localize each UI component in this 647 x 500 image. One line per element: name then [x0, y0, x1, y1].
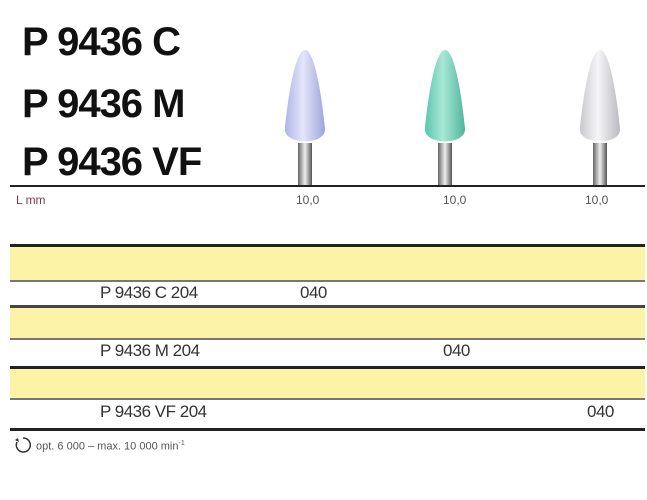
yellow-band — [10, 308, 645, 338]
divider — [10, 185, 645, 187]
divider — [10, 338, 645, 340]
yellow-band — [10, 247, 645, 280]
length-m: 10,0 — [443, 193, 467, 207]
divider — [10, 305, 645, 308]
row-code-vf: P 9436 VF 204 — [100, 402, 207, 421]
bur-vf-image — [579, 50, 621, 185]
title-c: P 9436 C — [22, 20, 181, 64]
title-m: P 9436 M — [22, 82, 185, 126]
row-size-c: 040 — [300, 283, 327, 302]
rotation-icon — [15, 437, 32, 453]
divider — [10, 280, 645, 282]
row-code-m: P 9436 M 204 — [100, 341, 200, 360]
length-vf: 10,0 — [585, 193, 609, 207]
speed-note: opt. 6 000 – max. 10 000 min-1 — [36, 440, 185, 453]
divider — [10, 428, 645, 431]
divider — [10, 244, 645, 247]
yellow-band — [10, 369, 645, 398]
bur-m-image — [424, 50, 466, 185]
row-size-vf: 040 — [587, 402, 614, 421]
title-vf: P 9436 VF — [22, 140, 202, 184]
length-c: 10,0 — [296, 193, 320, 207]
divider — [10, 366, 645, 369]
row-code-c: P 9436 C 204 — [100, 283, 198, 302]
row-size-m: 040 — [443, 341, 470, 360]
length-label: L mm — [16, 193, 46, 207]
bur-c-image — [284, 50, 326, 185]
divider — [10, 398, 645, 400]
